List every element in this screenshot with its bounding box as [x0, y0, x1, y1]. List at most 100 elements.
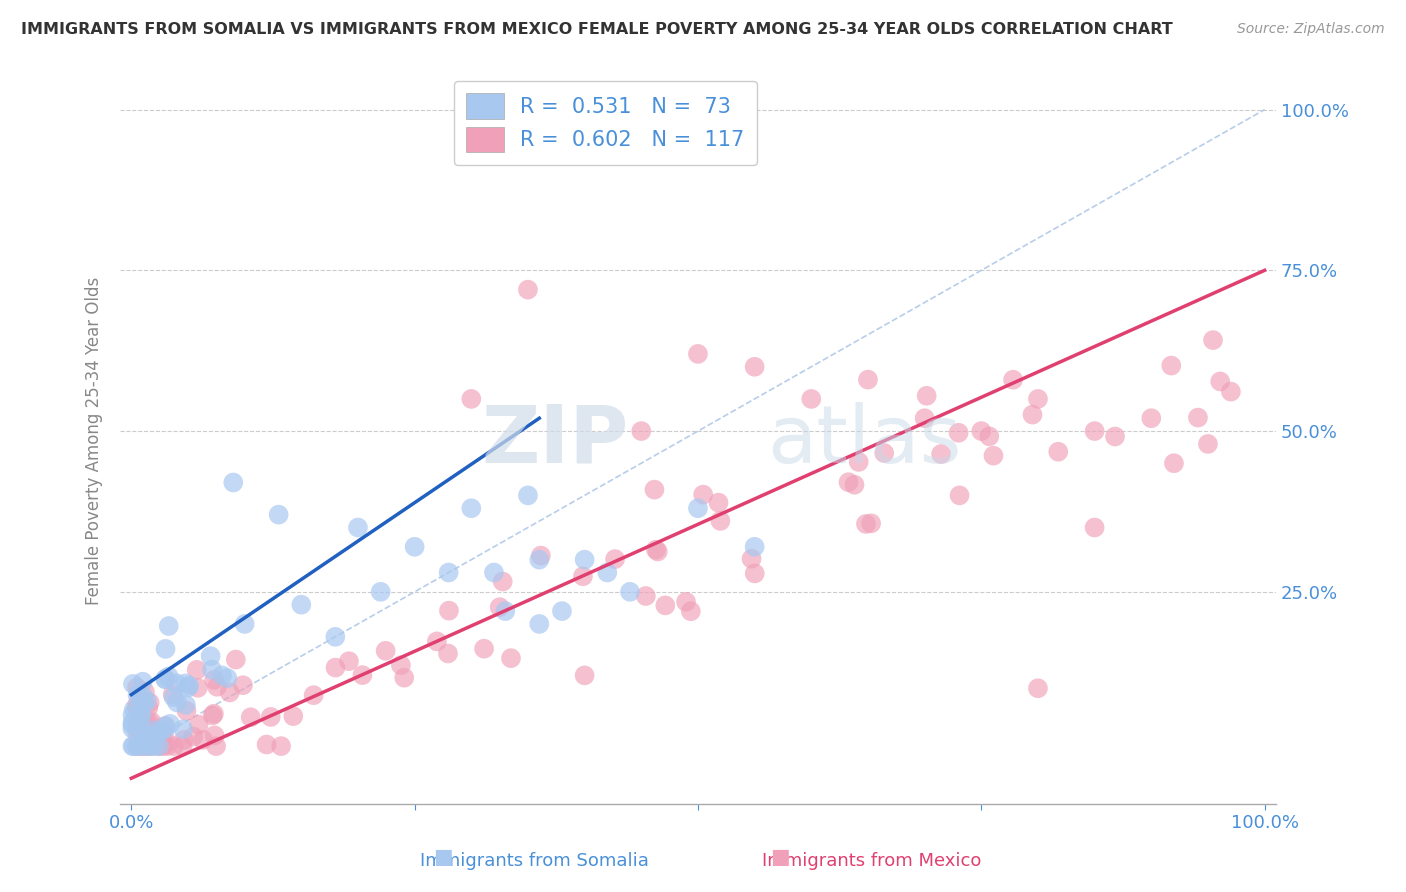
Point: [173, 733, 195, 747]
Point: [125, 721, 148, 735]
Point: [352, 668, 374, 682]
Point: [129, 717, 152, 731]
Point: [267, 508, 290, 522]
Point: [979, 429, 1001, 443]
Text: IMMIGRANTS FROM SOMALIA VS IMMIGRANTS FROM MEXICO FEMALE POVERTY AMONG 25-34 YEA: IMMIGRANTS FROM SOMALIA VS IMMIGRANTS FR…: [21, 22, 1173, 37]
Point: [1160, 359, 1182, 373]
Point: [679, 604, 702, 618]
Point: [132, 739, 155, 753]
Point: [205, 739, 228, 753]
Point: [323, 630, 346, 644]
Point: [389, 658, 412, 673]
Point: [148, 739, 170, 753]
Point: [135, 716, 157, 731]
Point: [132, 689, 155, 703]
Point: [157, 619, 180, 633]
Point: [121, 739, 143, 753]
Point: [165, 676, 187, 690]
Point: [143, 730, 166, 744]
Text: ■: ■: [433, 847, 453, 867]
Point: [634, 589, 657, 603]
Point: [1187, 410, 1209, 425]
Point: [125, 701, 148, 715]
Point: [138, 729, 160, 743]
Text: Source: ZipAtlas.com: Source: ZipAtlas.com: [1237, 22, 1385, 37]
Point: [127, 688, 149, 702]
Point: [1002, 373, 1025, 387]
Point: [686, 501, 709, 516]
Point: [152, 739, 174, 753]
Point: [1047, 444, 1070, 458]
Point: [848, 455, 870, 469]
Point: [914, 411, 936, 425]
Point: [132, 736, 155, 750]
Point: [138, 696, 160, 710]
Legend: R =  0.531   N =  73, R =  0.602   N =  117: R = 0.531 N = 73, R = 0.602 N = 117: [454, 80, 758, 165]
Point: [1026, 681, 1049, 696]
Point: [201, 663, 224, 677]
Point: [162, 688, 184, 702]
Point: [1104, 429, 1126, 443]
Point: [128, 739, 150, 753]
Point: [138, 716, 160, 731]
Point: [256, 738, 278, 752]
Point: [155, 641, 177, 656]
Y-axis label: Female Poverty Among 25-34 Year Olds: Female Poverty Among 25-34 Year Olds: [86, 277, 103, 605]
Point: [1197, 437, 1219, 451]
Point: [139, 738, 162, 752]
Point: [517, 283, 540, 297]
Point: [205, 680, 228, 694]
Point: [482, 566, 505, 580]
Point: [1209, 375, 1232, 389]
Point: [132, 697, 155, 711]
Point: [162, 690, 184, 705]
Point: [270, 739, 292, 753]
Point: [1084, 424, 1107, 438]
Point: [225, 652, 247, 666]
Point: [915, 389, 938, 403]
Point: [128, 737, 150, 751]
Point: [127, 739, 149, 753]
Point: [191, 732, 214, 747]
Point: [149, 724, 172, 739]
Point: [551, 604, 574, 618]
Point: [122, 702, 145, 716]
Point: [177, 681, 200, 695]
Point: [517, 488, 540, 502]
Point: [741, 551, 763, 566]
Point: [744, 540, 766, 554]
Point: [645, 542, 668, 557]
Point: [1219, 384, 1241, 399]
Point: [460, 392, 482, 406]
Point: [283, 709, 305, 723]
Text: ■: ■: [770, 847, 790, 867]
Point: [142, 733, 165, 747]
Point: [153, 730, 176, 744]
Point: [630, 424, 652, 438]
Point: [574, 552, 596, 566]
Point: [239, 710, 262, 724]
Point: [129, 707, 152, 722]
Point: [163, 739, 186, 753]
Text: ZIP: ZIP: [481, 401, 628, 480]
Point: [121, 722, 143, 736]
Point: [157, 669, 180, 683]
Point: [152, 725, 174, 739]
Point: [218, 685, 240, 699]
Point: [970, 424, 993, 438]
Point: [260, 710, 283, 724]
Point: [202, 706, 225, 721]
Point: [686, 347, 709, 361]
Point: [129, 708, 152, 723]
Point: [856, 373, 879, 387]
Point: [404, 540, 426, 554]
Point: [855, 516, 877, 531]
Point: [707, 495, 730, 509]
Point: [290, 598, 312, 612]
Point: [494, 604, 516, 618]
Point: [172, 739, 194, 753]
Point: [233, 617, 256, 632]
Point: [460, 501, 482, 516]
Point: [499, 651, 522, 665]
Point: [131, 693, 153, 707]
